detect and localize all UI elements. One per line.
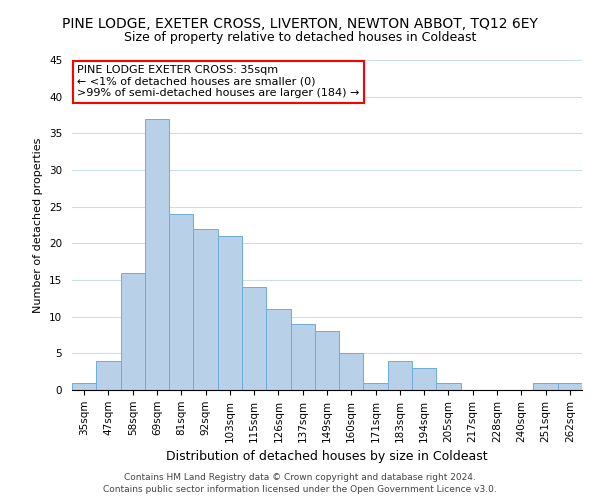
Text: Contains HM Land Registry data © Crown copyright and database right 2024.
Contai: Contains HM Land Registry data © Crown c… xyxy=(103,472,497,494)
Bar xyxy=(364,382,388,390)
Bar xyxy=(242,288,266,390)
Text: PINE LODGE EXETER CROSS: 35sqm
← <1% of detached houses are smaller (0)
>99% of : PINE LODGE EXETER CROSS: 35sqm ← <1% of … xyxy=(77,65,359,98)
Bar xyxy=(533,382,558,390)
Bar xyxy=(169,214,193,390)
X-axis label: Distribution of detached houses by size in Coldeast: Distribution of detached houses by size … xyxy=(166,450,488,463)
Bar xyxy=(315,332,339,390)
Bar xyxy=(145,118,169,390)
Bar xyxy=(388,360,412,390)
Bar xyxy=(266,310,290,390)
Y-axis label: Number of detached properties: Number of detached properties xyxy=(34,138,43,312)
Bar xyxy=(339,354,364,390)
Bar xyxy=(96,360,121,390)
Bar xyxy=(218,236,242,390)
Bar xyxy=(290,324,315,390)
Bar xyxy=(121,272,145,390)
Bar xyxy=(193,228,218,390)
Bar xyxy=(412,368,436,390)
Bar xyxy=(72,382,96,390)
Bar xyxy=(558,382,582,390)
Text: Size of property relative to detached houses in Coldeast: Size of property relative to detached ho… xyxy=(124,31,476,44)
Text: PINE LODGE, EXETER CROSS, LIVERTON, NEWTON ABBOT, TQ12 6EY: PINE LODGE, EXETER CROSS, LIVERTON, NEWT… xyxy=(62,18,538,32)
Bar xyxy=(436,382,461,390)
